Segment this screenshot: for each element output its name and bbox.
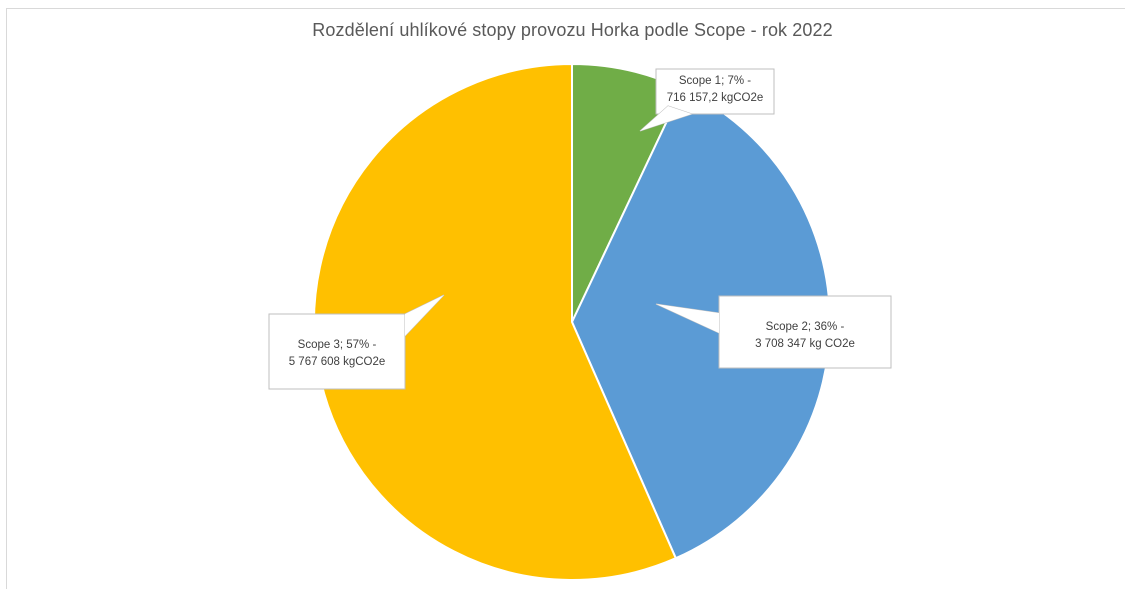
callout-box-2 <box>718 295 892 369</box>
data-label-scope-1-line1: Scope 1; 7% - <box>678 75 752 87</box>
callout-pointer-fill-1 <box>640 106 692 131</box>
data-label-scope-3-line2: 5 767 608 kgCO2e <box>288 356 386 368</box>
data-label-scope-2-line2: 3 708 347 kg CO2e <box>755 338 855 350</box>
callout-box-1 <box>655 68 775 115</box>
chart-title: Rozdělení uhlíkové stopy provozu Horka p… <box>312 20 833 40</box>
callout-pointer-fill-2 <box>656 304 719 333</box>
data-label-scope-3: Scope 3; 57% - 5 767 608 kgCO2e <box>269 337 405 371</box>
chart-area <box>6 8 1125 589</box>
callout-box-3 <box>268 313 406 390</box>
data-label-scope-3-line1: Scope 3; 57% - <box>297 339 377 351</box>
data-label-scope-1: Scope 1; 7% - 716 157,2 kgCO2e <box>656 73 774 107</box>
data-label-scope-2: Scope 2; 36% - 3 708 347 kg CO2e <box>719 319 891 353</box>
data-label-scope-1-line2: 716 157,2 kgCO2e <box>666 92 764 104</box>
data-label-scope-2-line1: Scope 2; 36% - <box>765 321 845 333</box>
callout-pointer-fill-3 <box>405 295 444 336</box>
